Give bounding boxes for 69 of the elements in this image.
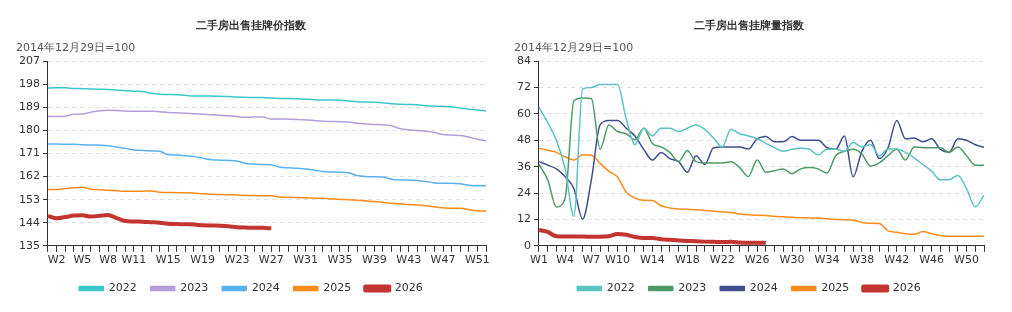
y-tick-label: 0 [524,238,531,252]
x-tick-label: W2 [47,253,66,267]
x-tick-label: W11 [121,253,147,267]
x-tick-label: W23 [224,253,250,267]
x-tick-label: W51 [464,253,490,267]
x-tick-label: W43 [396,253,422,267]
y-tick-label: 48 [517,133,531,147]
x-tick-label: W4 [556,253,575,267]
x-tick-label: W39 [361,253,387,267]
x-tick-label: W31 [293,253,319,267]
x-tick-label: W18 [674,253,700,267]
line-series [46,213,274,231]
legend-label: 2026 [892,281,921,295]
line-series [47,87,487,112]
x-tick-label: W19 [190,253,216,267]
line-series [538,119,985,220]
y-tick-label: 72 [517,80,531,94]
x-tick-label: W7 [582,253,601,267]
x-tick-label: W15 [155,253,181,267]
y-tick-label: 189 [19,100,40,114]
y-tick-label: 180 [19,123,40,137]
x-tick-label: W14 [639,253,665,267]
line-series [47,186,487,212]
x-tick-label: W27 [258,253,284,267]
legend-label: 2022 [108,281,137,295]
legend-label: 2025 [821,281,850,295]
x-tick-label: W10 [605,253,630,267]
x-tick-label: W35 [327,253,353,267]
y-tick-label: 144 [19,215,40,229]
y-tick-label: 135 [19,238,40,252]
line-series [538,147,985,238]
x-tick-label: W34 [814,253,840,267]
x-tick-label: W1 [530,253,548,267]
legend-label: 2025 [323,281,352,295]
line-series [47,109,487,142]
y-tick-label: 162 [19,169,40,183]
legend-label: 2022 [606,281,635,295]
chart-title: 二手房出售挂牌量指数 [694,19,805,33]
y-axis-title: 2014年12月29日=100 [16,40,136,54]
y-tick-label: 84 [517,54,531,68]
x-tick-label: W47 [430,253,456,267]
y-tick-label: 171 [19,146,40,160]
y-tick-label: 12 [517,212,531,226]
line-series [537,227,768,245]
legend-label: 2026 [394,281,423,295]
line-series [538,97,985,208]
x-tick-label: W26 [744,253,770,267]
legend-label: 2023 [678,281,707,295]
y-tick-label: 198 [19,77,40,91]
x-tick-label: W46 [919,253,945,267]
x-tick-label: W38 [849,253,875,267]
x-tick-label: W42 [884,253,910,267]
y-axis-title: 2014年12月29日=100 [514,40,634,54]
y-tick-label: 24 [517,185,531,199]
x-tick-label: W5 [73,253,92,267]
y-tick-label: 153 [19,192,40,206]
line-series [47,143,487,187]
x-tick-label: W8 [99,253,118,267]
legend-label: 2024 [749,281,778,295]
line-series [538,83,985,217]
x-tick-label: W30 [779,253,805,267]
y-tick-label: 36 [517,159,531,173]
chart-title: 二手房出售挂牌价指数 [196,19,307,33]
y-tick-label: 60 [517,106,531,120]
legend-label: 2024 [251,281,280,295]
x-tick-label: W50 [954,253,979,267]
legend-label: 2023 [180,281,209,295]
y-tick-label: 207 [19,54,40,68]
x-tick-label: W22 [709,253,735,267]
